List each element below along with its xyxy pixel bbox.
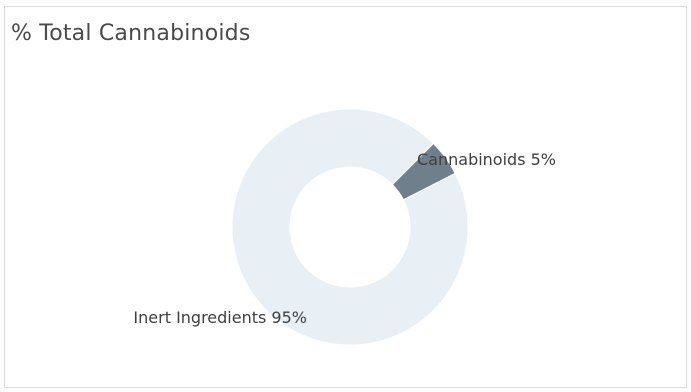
slice-label: Cannabinoids 5% [417, 150, 556, 169]
donut-slice[interactable] [231, 108, 469, 346]
chart-panel: % Total Cannabinoids Cannabinoids 5% Iner… [4, 6, 687, 388]
slice-label: Inert Ingredients 95% [133, 308, 307, 327]
chart-title: % Total Cannabinoids [11, 21, 251, 46]
donut-chart: Cannabinoids 5% Inert Ingredients 95% [133, 108, 556, 346]
